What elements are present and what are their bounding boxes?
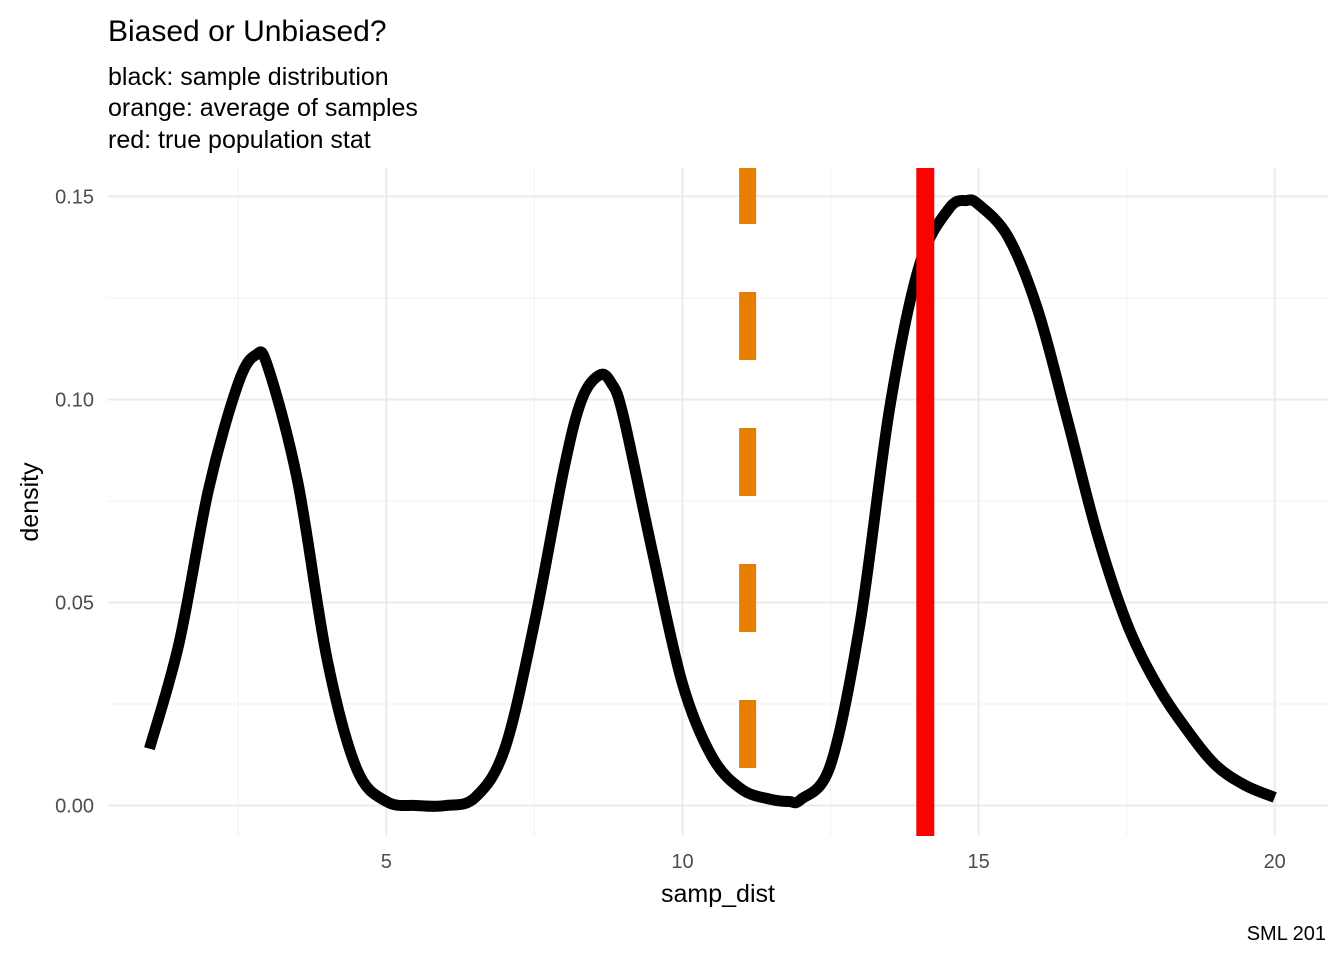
y-tick-label: 0.15 [55,186,94,208]
x-axis-ticks: 5 10 15 20 [381,851,1286,873]
chart-title: Biased or Unbiased? [108,15,387,48]
y-axis-ticks: 0.00 0.05 0.10 0.15 [55,186,94,817]
y-tick-label: 0.00 [55,796,94,818]
x-tick-label: 5 [381,851,392,873]
x-tick-label: 20 [1264,851,1286,873]
chart-subtitle-line-1: black: sample distribution [108,63,389,91]
chart-caption: SML 201 [1247,923,1326,945]
density-series [144,194,1277,812]
density-line [144,194,1277,812]
x-tick-label: 10 [671,851,693,873]
x-tick-label: 15 [967,851,989,873]
y-axis-title: density [16,462,44,542]
y-tick-label: 0.05 [55,593,94,615]
gridlines [108,168,1328,836]
chart-subtitle-line-3: red: true population stat [108,126,371,154]
reference-lines [739,168,935,836]
x-axis-title: samp_dist [661,880,775,908]
y-tick-label: 0.10 [55,389,94,411]
chart-subtitle-line-2: orange: average of samples [108,94,418,122]
